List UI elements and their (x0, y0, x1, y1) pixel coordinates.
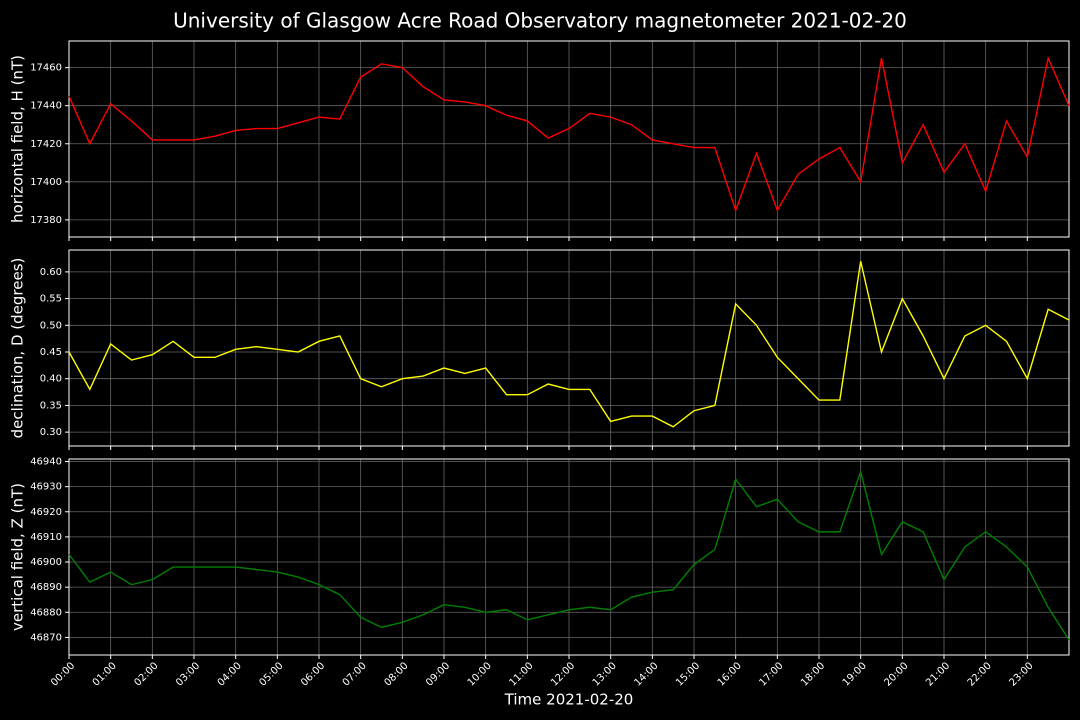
x-axis-label: Time 2021-02-20 (504, 691, 634, 709)
y-tick-label: 17440 (30, 101, 62, 112)
y-tick-label: 0.35 (40, 400, 62, 411)
x-tick-label: 02:00 (132, 660, 160, 688)
data-line (68, 261, 1070, 428)
x-tick-label: 00:00 (49, 660, 77, 688)
x-tick-label: 15:00 (674, 660, 702, 688)
plot-frame (68, 40, 1070, 238)
x-tick-label: 06:00 (299, 660, 327, 688)
y-tick-label: 17400 (30, 177, 62, 188)
y-tick-label: 46880 (30, 607, 62, 618)
x-tick-label: 21:00 (924, 660, 952, 688)
y-tick-label: 0.45 (40, 347, 62, 358)
x-tick-label: 14:00 (632, 660, 660, 688)
x-tick-label: 03:00 (174, 660, 202, 688)
x-tick-label: 16:00 (716, 660, 744, 688)
y-tick-label: 46890 (30, 582, 62, 593)
y-tick-label: 17380 (30, 215, 62, 226)
y-tick-label: 0.60 (40, 267, 62, 278)
y-tick-label: 46940 (30, 457, 62, 468)
x-tick-label: 11:00 (507, 660, 535, 688)
y-tick-label: 17460 (30, 63, 62, 74)
y-axis-label: vertical field, Z (nT) (9, 483, 27, 631)
y-tick-label: 0.50 (40, 320, 62, 331)
x-tick-label: 18:00 (799, 660, 827, 688)
y-tick-label: 46930 (30, 482, 62, 493)
x-tick-label: 09:00 (424, 660, 452, 688)
y-tick-label: 0.30 (40, 427, 62, 438)
chart-title: University of Glasgow Acre Road Observat… (173, 9, 907, 33)
y-axis-label: horizontal field, H (nT) (9, 55, 27, 223)
y-axis-label: declination, D (degrees) (9, 258, 27, 439)
x-tick-label: 20:00 (882, 660, 910, 688)
x-tick-label: 10:00 (466, 660, 494, 688)
y-tick-label: 0.40 (40, 374, 62, 385)
x-tick-label: 23:00 (1007, 660, 1035, 688)
x-tick-label: 17:00 (757, 660, 785, 688)
x-tick-label: 01:00 (91, 660, 119, 688)
data-line (68, 469, 1070, 641)
x-tick-label: 12:00 (549, 660, 577, 688)
y-tick-label: 17420 (30, 139, 62, 150)
y-tick-label: 0.55 (40, 294, 62, 305)
x-tick-label: 07:00 (341, 660, 369, 688)
x-tick-label: 05:00 (257, 660, 285, 688)
plot-frame (68, 249, 1070, 447)
plot-frame (68, 458, 1070, 656)
y-tick-label: 46910 (30, 532, 62, 543)
x-tick-label: 13:00 (591, 660, 619, 688)
x-tick-label: 08:00 (382, 660, 410, 688)
y-tick-label: 46870 (30, 632, 62, 643)
y-tick-label: 46920 (30, 507, 62, 518)
x-tick-label: 19:00 (841, 660, 869, 688)
x-tick-label: 22:00 (966, 660, 994, 688)
x-tick-label: 04:00 (216, 660, 244, 688)
y-tick-label: 46900 (30, 557, 62, 568)
data-line (68, 55, 1070, 213)
